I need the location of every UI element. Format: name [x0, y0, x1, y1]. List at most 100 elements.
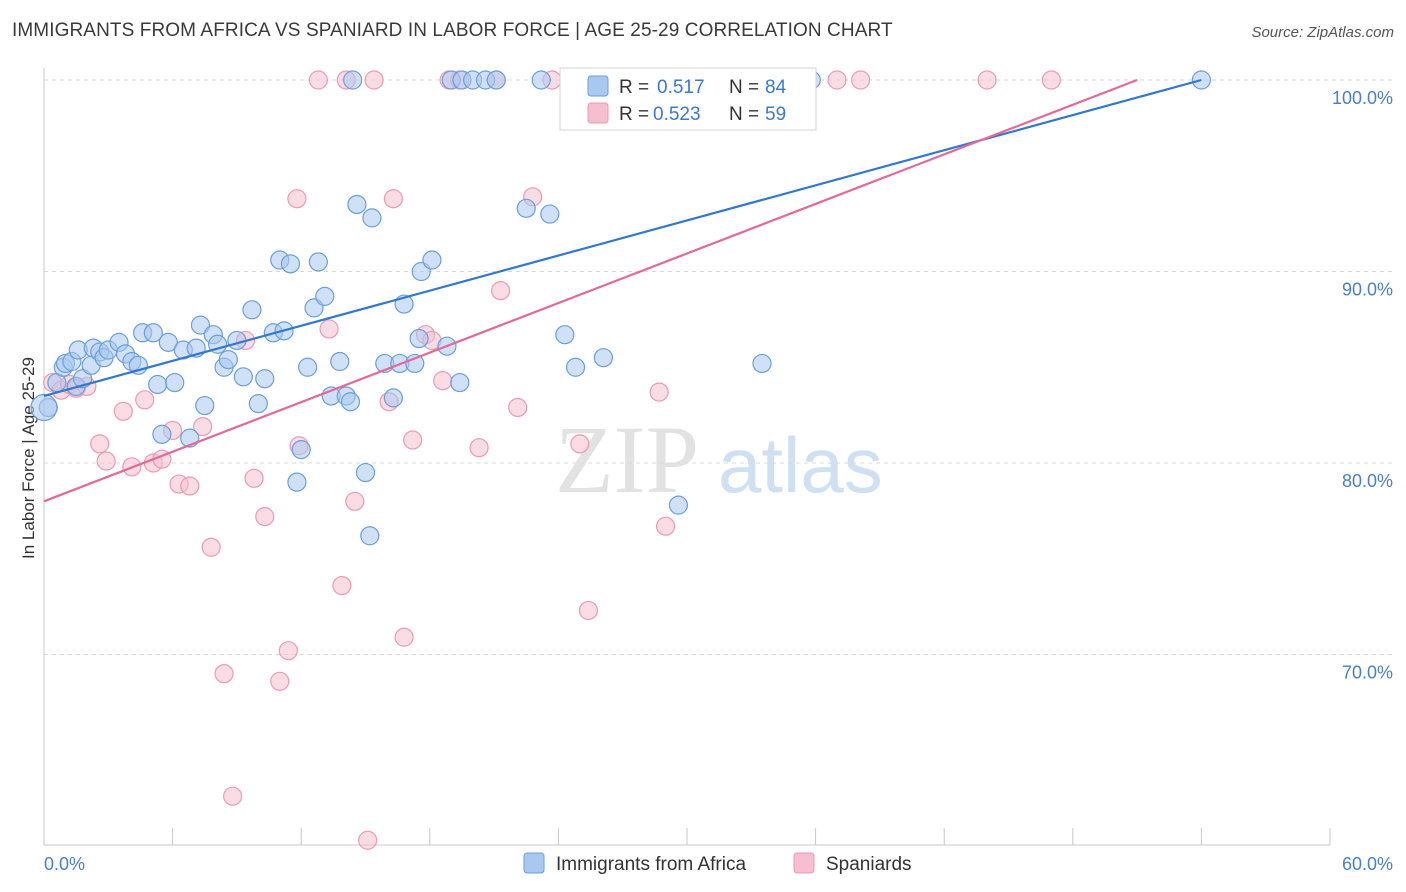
spaniards-point-5 — [90, 434, 110, 454]
legend-r-label-blue: R = — [619, 77, 649, 98]
spaniards-point-21 — [255, 507, 275, 527]
bottom-legend-label-africa: Immigrants from Africa — [556, 854, 746, 875]
legend-swatch-blue — [587, 75, 609, 97]
africa-point-21 — [158, 332, 178, 352]
x-tick-label-max: 60.0% — [1342, 854, 1393, 874]
africa-point-35 — [248, 394, 268, 414]
spaniards-point-57 — [1041, 70, 1061, 90]
spaniards-trend-line — [43, 78, 1138, 503]
spaniards-point-39 — [433, 371, 453, 391]
spaniards-point-51 — [655, 516, 676, 536]
y-tick-label-100: 100.0% — [1332, 88, 1393, 108]
spaniards-point-6 — [96, 451, 116, 471]
x-ticks — [43, 828, 1331, 845]
africa-point-34 — [242, 300, 262, 320]
spaniards-point-36 — [403, 430, 423, 450]
africa-point-70 — [516, 198, 536, 218]
spaniards-point-32 — [364, 70, 384, 90]
y-axis-label: In Labor Force | Age 25-29 — [19, 357, 38, 559]
watermark-zip: ZIP — [555, 406, 699, 513]
africa-point-42 — [291, 439, 311, 460]
africa-point-22 — [165, 372, 185, 393]
spaniards-point-22 — [270, 671, 290, 691]
legend-n-value-pink: 59 — [765, 104, 786, 125]
africa-point-41 — [287, 472, 307, 492]
spaniards-point-24 — [287, 189, 307, 209]
bottom-legend-label-spaniards: Spaniards — [826, 854, 912, 875]
africa-point-large — [30, 393, 58, 422]
africa-point-72 — [540, 204, 560, 224]
spaniards-points — [42, 70, 1061, 850]
legend-r-label-pink: R = — [619, 104, 649, 125]
spaniards-point-44 — [490, 281, 511, 301]
africa-point-50 — [340, 392, 361, 412]
africa-point-20 — [152, 424, 172, 444]
spaniards-point-35 — [394, 627, 414, 647]
legend-n-label-blue: N = — [729, 77, 759, 98]
spaniards-point-58 — [977, 70, 997, 90]
africa-point-74 — [565, 357, 586, 377]
spaniards-point-23 — [278, 641, 298, 661]
correlation-legend: R = 0.517 N = 84 R = 0.523 N = 59 — [559, 67, 817, 131]
africa-point-54 — [360, 526, 380, 546]
africa-point-26 — [190, 315, 211, 335]
y-tick-label-90: 90.0% — [1342, 280, 1393, 300]
africa-point-69 — [486, 70, 506, 90]
africa-point-40 — [280, 254, 301, 274]
africa-point-62 — [422, 250, 442, 270]
spaniards-point-7 — [113, 401, 133, 421]
africa-point-51 — [347, 194, 367, 215]
y-tick-label-80: 80.0% — [1342, 471, 1393, 491]
africa-point-79 — [752, 353, 772, 374]
africa-point-46 — [315, 286, 335, 306]
africa-trend-line — [43, 78, 1202, 398]
africa-point-60 — [409, 328, 429, 349]
spaniards-point-56 — [851, 70, 871, 90]
spaniards-point-48 — [570, 434, 590, 454]
legend-n-value-blue: 84 — [765, 77, 787, 98]
africa-point-59 — [405, 353, 425, 374]
africa-point-71 — [531, 70, 551, 90]
spaniards-point-18 — [223, 786, 243, 806]
africa-point-53 — [362, 208, 382, 228]
series-legend: Immigrants from Africa Spaniards — [523, 852, 912, 875]
africa-point-64 — [450, 372, 470, 393]
africa-point-77 — [668, 495, 689, 515]
africa-point-31 — [218, 349, 238, 370]
spaniards-point-49 — [578, 600, 599, 621]
spaniards-point-50 — [649, 382, 669, 402]
africa-point-45 — [308, 252, 328, 272]
legend-r-value-pink: 0.523 — [653, 104, 701, 125]
africa-point-56 — [383, 388, 403, 408]
spaniards-point-26 — [308, 70, 328, 90]
spaniards-point-45 — [508, 397, 528, 418]
africa-point-52 — [355, 462, 376, 483]
gridlines — [44, 79, 1393, 655]
spaniards-point-34 — [383, 189, 403, 209]
spaniards-point-31 — [358, 830, 378, 850]
africa-point-73 — [555, 325, 575, 345]
africa-points — [30, 70, 1212, 546]
africa-point-32 — [227, 330, 247, 351]
africa-point-75 — [593, 348, 614, 368]
spaniards-point-17 — [214, 664, 234, 684]
africa-point-18 — [143, 323, 163, 343]
bottom-legend-swatch-spaniards — [793, 852, 815, 874]
spaniards-point-16 — [201, 537, 221, 557]
africa-point-19 — [147, 374, 168, 395]
spaniards-point-27 — [319, 319, 339, 339]
spaniards-point-30 — [345, 491, 365, 511]
spaniards-point-55 — [827, 70, 847, 90]
africa-point-27 — [195, 395, 215, 416]
legend-swatch-pink — [587, 102, 609, 124]
spaniards-point-9 — [135, 390, 155, 410]
spaniards-point-14 — [180, 476, 200, 496]
africa-point-36 — [255, 369, 275, 389]
trend-lines — [43, 78, 1202, 503]
africa-point-43 — [298, 357, 318, 377]
y-tick-labels: 70.0% 80.0% 90.0% 100.0% — [1332, 88, 1393, 683]
africa-point-83 — [343, 70, 363, 90]
source-label: Source: ZipAtlas.com — [1251, 24, 1394, 41]
bottom-legend-swatch-africa — [523, 852, 545, 874]
